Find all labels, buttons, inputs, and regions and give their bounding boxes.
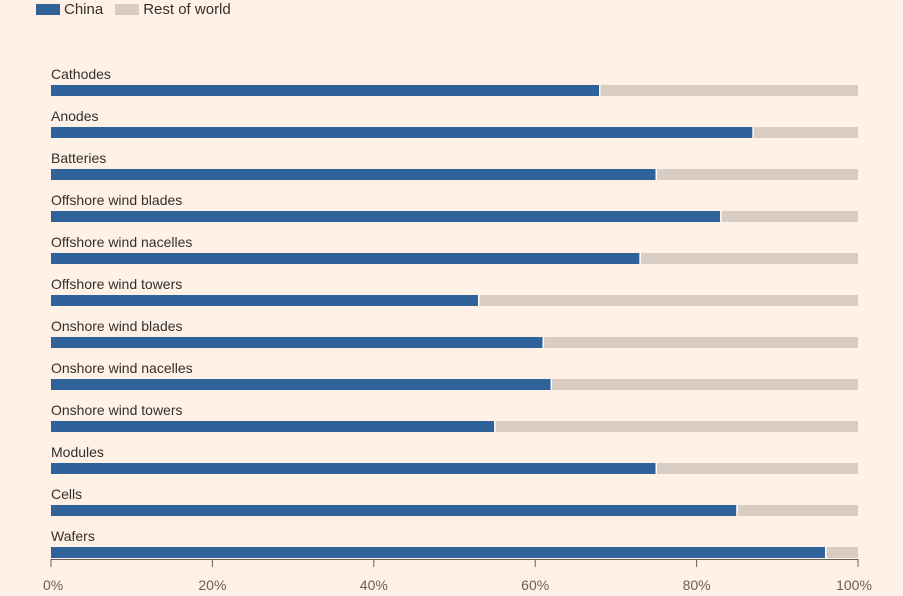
x-tick-label-5: 100%: [836, 577, 872, 593]
bar-rest-of-world-modules: [656, 463, 858, 474]
bar-china-anodes: [51, 127, 754, 138]
bar-china-cathodes: [51, 85, 600, 96]
bar-china-onshore-wind-blades: [51, 337, 544, 348]
chart-legend: China Rest of world: [36, 1, 243, 18]
category-label-offshore-wind-nacelles: Offshore wind nacelles: [51, 234, 192, 250]
bar-china-batteries: [51, 169, 657, 180]
category-label-onshore-wind-blades: Onshore wind blades: [51, 318, 183, 334]
legend-label-rest-of-world: Rest of world: [143, 1, 231, 18]
category-label-cathodes: Cathodes: [51, 66, 111, 82]
bar-china-modules: [51, 463, 657, 474]
legend-swatch-china: [36, 4, 60, 15]
legend-label-china: China: [64, 1, 104, 18]
x-tick-label-3: 60%: [521, 577, 549, 593]
bar-rest-of-world-offshore-wind-towers: [478, 295, 858, 306]
category-label-cells: Cells: [51, 486, 82, 502]
bar-rest-of-world-cathodes: [599, 85, 858, 96]
category-label-batteries: Batteries: [51, 150, 106, 166]
bar-china-wafers: [51, 547, 826, 558]
category-label-offshore-wind-blades: Offshore wind blades: [51, 192, 182, 208]
bar-china-onshore-wind-nacelles: [51, 379, 552, 390]
bar-rest-of-world-onshore-wind-blades: [543, 337, 858, 348]
category-label-onshore-wind-nacelles: Onshore wind nacelles: [51, 360, 193, 376]
category-label-offshore-wind-towers: Offshore wind towers: [51, 276, 182, 292]
legend-item-rest-of-world: Rest of world: [115, 1, 231, 18]
bar-rest-of-world-batteries: [656, 169, 858, 180]
legend-swatch-rest-of-world: [115, 4, 140, 15]
x-tick-label-1: 20%: [198, 577, 226, 593]
bar-rest-of-world-onshore-wind-towers: [494, 421, 858, 432]
x-tick-label-4: 80%: [683, 577, 711, 593]
bar-rest-of-world-anodes: [753, 127, 858, 138]
bar-rest-of-world-cells: [736, 505, 858, 516]
legend-item-china: China: [36, 1, 103, 18]
x-tick-label-0: 0%: [43, 577, 63, 593]
category-label-modules: Modules: [51, 444, 104, 460]
bar-china-offshore-wind-blades: [51, 211, 721, 222]
bar-china-cells: [51, 505, 737, 516]
bar-rest-of-world-offshore-wind-nacelles: [640, 253, 858, 264]
bar-rest-of-world-onshore-wind-nacelles: [551, 379, 858, 390]
bar-china-onshore-wind-towers: [51, 421, 495, 432]
bar-china-offshore-wind-towers: [51, 295, 479, 306]
x-tick-label-2: 40%: [360, 577, 388, 593]
bar-rest-of-world-wafers: [825, 547, 858, 558]
category-label-wafers: Wafers: [51, 528, 95, 544]
bar-rest-of-world-offshore-wind-blades: [720, 211, 858, 222]
category-label-onshore-wind-towers: Onshore wind towers: [51, 402, 183, 418]
category-label-anodes: Anodes: [51, 108, 98, 124]
bar-china-offshore-wind-nacelles: [51, 253, 641, 264]
